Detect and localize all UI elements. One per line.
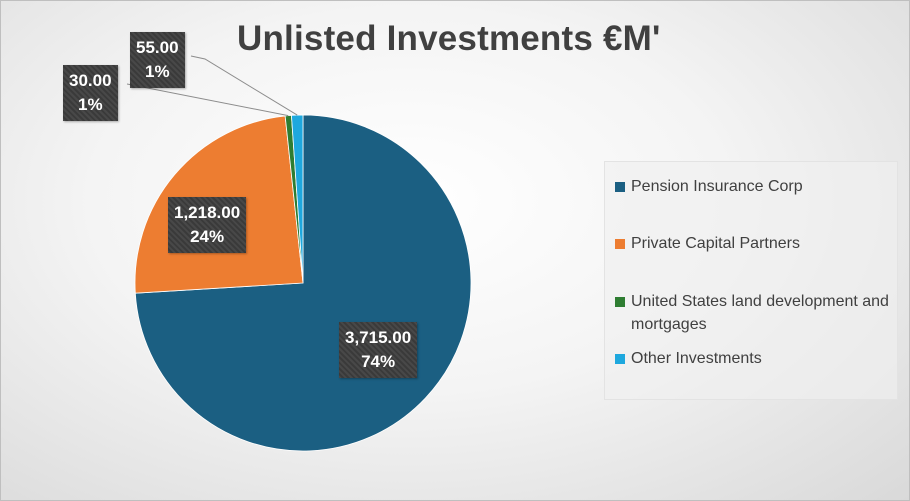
data-label-percent: 1% [77, 95, 103, 114]
legend-swatch [615, 354, 625, 364]
data-label-value: 1,218.00 [174, 203, 241, 222]
data-label-private-capital-partners: 1,218.00 24% [168, 197, 247, 253]
data-label-value: 30.00 [69, 71, 112, 90]
data-label-us-land-development: 30.00 1% [63, 65, 118, 121]
data-label-percent: 24% [190, 227, 225, 246]
legend-item-other-investments: Other Investments [615, 347, 893, 370]
legend-label: Other Investments [631, 350, 762, 367]
legend-label: United States land development and mortg… [631, 293, 889, 333]
legend-label: Private Capital Partners [631, 235, 800, 252]
legend-swatch [615, 239, 625, 249]
data-label-other-investments: 55.00 1% [130, 32, 185, 88]
legend-item-us-land-development: United States land development and mortg… [615, 290, 893, 336]
data-label-value: 55.00 [136, 38, 179, 57]
legend-swatch [615, 182, 625, 192]
leader-line-us-land-development [126, 83, 289, 117]
chart-legend: Pension Insurance Corp Private Capital P… [604, 161, 898, 400]
legend-item-private-capital-partners: Private Capital Partners [615, 232, 893, 255]
chart-title: Unlisted Investments €M' [237, 19, 661, 58]
data-label-percent: 1% [144, 62, 170, 81]
data-label-pension-insurance-corp: 3,715.00 74% [339, 322, 418, 378]
data-label-percent: 74% [361, 352, 396, 371]
legend-label: Pension Insurance Corp [631, 178, 803, 195]
leader-line-other-investments [190, 55, 298, 116]
legend-item-pension-insurance-corp: Pension Insurance Corp [615, 175, 893, 198]
data-label-value: 3,715.00 [345, 328, 412, 347]
legend-swatch [615, 297, 625, 307]
